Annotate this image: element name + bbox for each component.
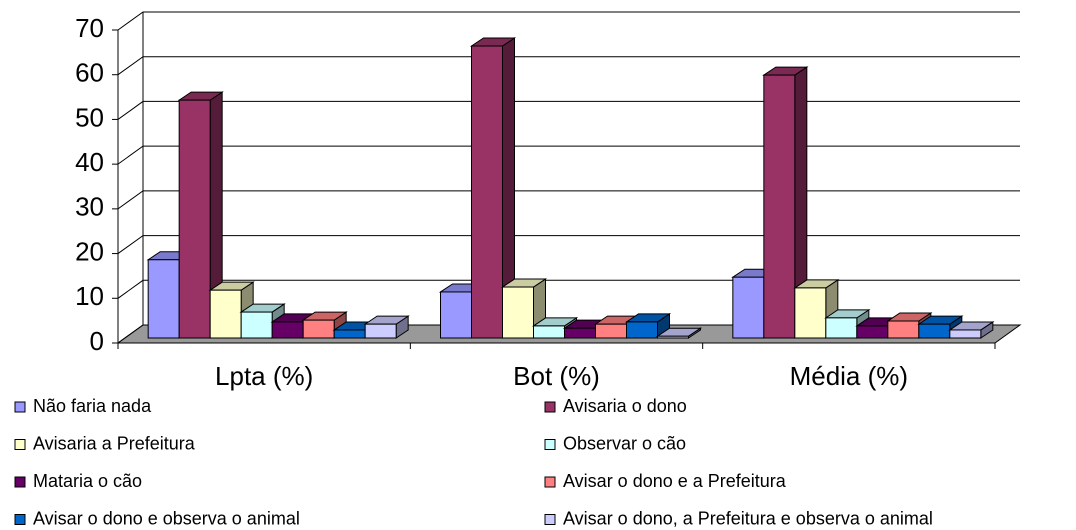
legend-label: Avisar o dono, a Prefeitura e observa o … bbox=[563, 508, 933, 528]
bar bbox=[502, 286, 534, 339]
y-tick-label: 40 bbox=[75, 147, 104, 177]
legend-label: Avisar o dono e observa o animal bbox=[33, 508, 300, 528]
bar bbox=[564, 327, 596, 339]
bar bbox=[949, 329, 982, 339]
bar bbox=[918, 323, 951, 339]
bar bbox=[657, 335, 689, 339]
y-tick-label: 30 bbox=[75, 192, 104, 222]
grid-line bbox=[117, 145, 1020, 165]
bar bbox=[471, 45, 503, 339]
bar bbox=[209, 289, 242, 339]
legend-swatch bbox=[14, 401, 26, 413]
legend-label: Avisaria a Prefeitura bbox=[33, 433, 196, 453]
x-tick-label: Bot (%) bbox=[513, 361, 600, 391]
bar bbox=[240, 311, 273, 339]
bar bbox=[147, 259, 180, 339]
legend-swatch bbox=[14, 514, 26, 525]
grid-line bbox=[117, 11, 1020, 31]
legend-swatch bbox=[14, 439, 26, 450]
bar bbox=[302, 319, 335, 339]
legend-label: Mataria o cão bbox=[33, 471, 142, 491]
legend-swatch bbox=[544, 476, 556, 488]
y-tick-label: 50 bbox=[75, 102, 104, 132]
legend-swatch bbox=[544, 401, 556, 413]
bar bbox=[825, 317, 858, 339]
bar bbox=[595, 323, 627, 339]
bar bbox=[440, 291, 472, 339]
grid-line bbox=[117, 235, 1020, 254]
grid-line bbox=[117, 100, 1020, 120]
y-tick-label: 70 bbox=[75, 13, 104, 43]
legend-label: Observar o cão bbox=[563, 433, 686, 453]
bar bbox=[763, 74, 796, 339]
legend-swatch bbox=[544, 439, 556, 450]
y-tick-label: 20 bbox=[75, 236, 104, 266]
bar bbox=[271, 321, 304, 339]
grid-line bbox=[117, 190, 1020, 210]
bar bbox=[626, 321, 658, 339]
grid-line bbox=[117, 279, 1020, 299]
bar bbox=[364, 323, 397, 339]
legend-swatch bbox=[544, 514, 556, 525]
bar bbox=[178, 99, 211, 339]
grid-line bbox=[117, 324, 1020, 344]
bar bbox=[887, 320, 920, 339]
y-tick-label: 60 bbox=[75, 58, 104, 88]
x-tick-label: Média (%) bbox=[790, 361, 908, 391]
bar bbox=[856, 325, 889, 339]
bar bbox=[732, 276, 765, 339]
y-tick-label: 0 bbox=[90, 326, 104, 356]
legend-label: Avisaria o dono bbox=[563, 396, 687, 416]
y-tick-label: 10 bbox=[75, 281, 104, 311]
grid-line bbox=[117, 56, 1020, 76]
legend-swatch bbox=[14, 476, 26, 488]
legend-label: Avisar o dono e a Prefeitura bbox=[563, 471, 787, 491]
bar bbox=[333, 329, 366, 339]
bar bbox=[794, 287, 827, 339]
x-tick-label: Lpta (%) bbox=[215, 361, 313, 391]
legend-label: Não faria nada bbox=[33, 396, 152, 416]
bar bbox=[533, 325, 565, 339]
